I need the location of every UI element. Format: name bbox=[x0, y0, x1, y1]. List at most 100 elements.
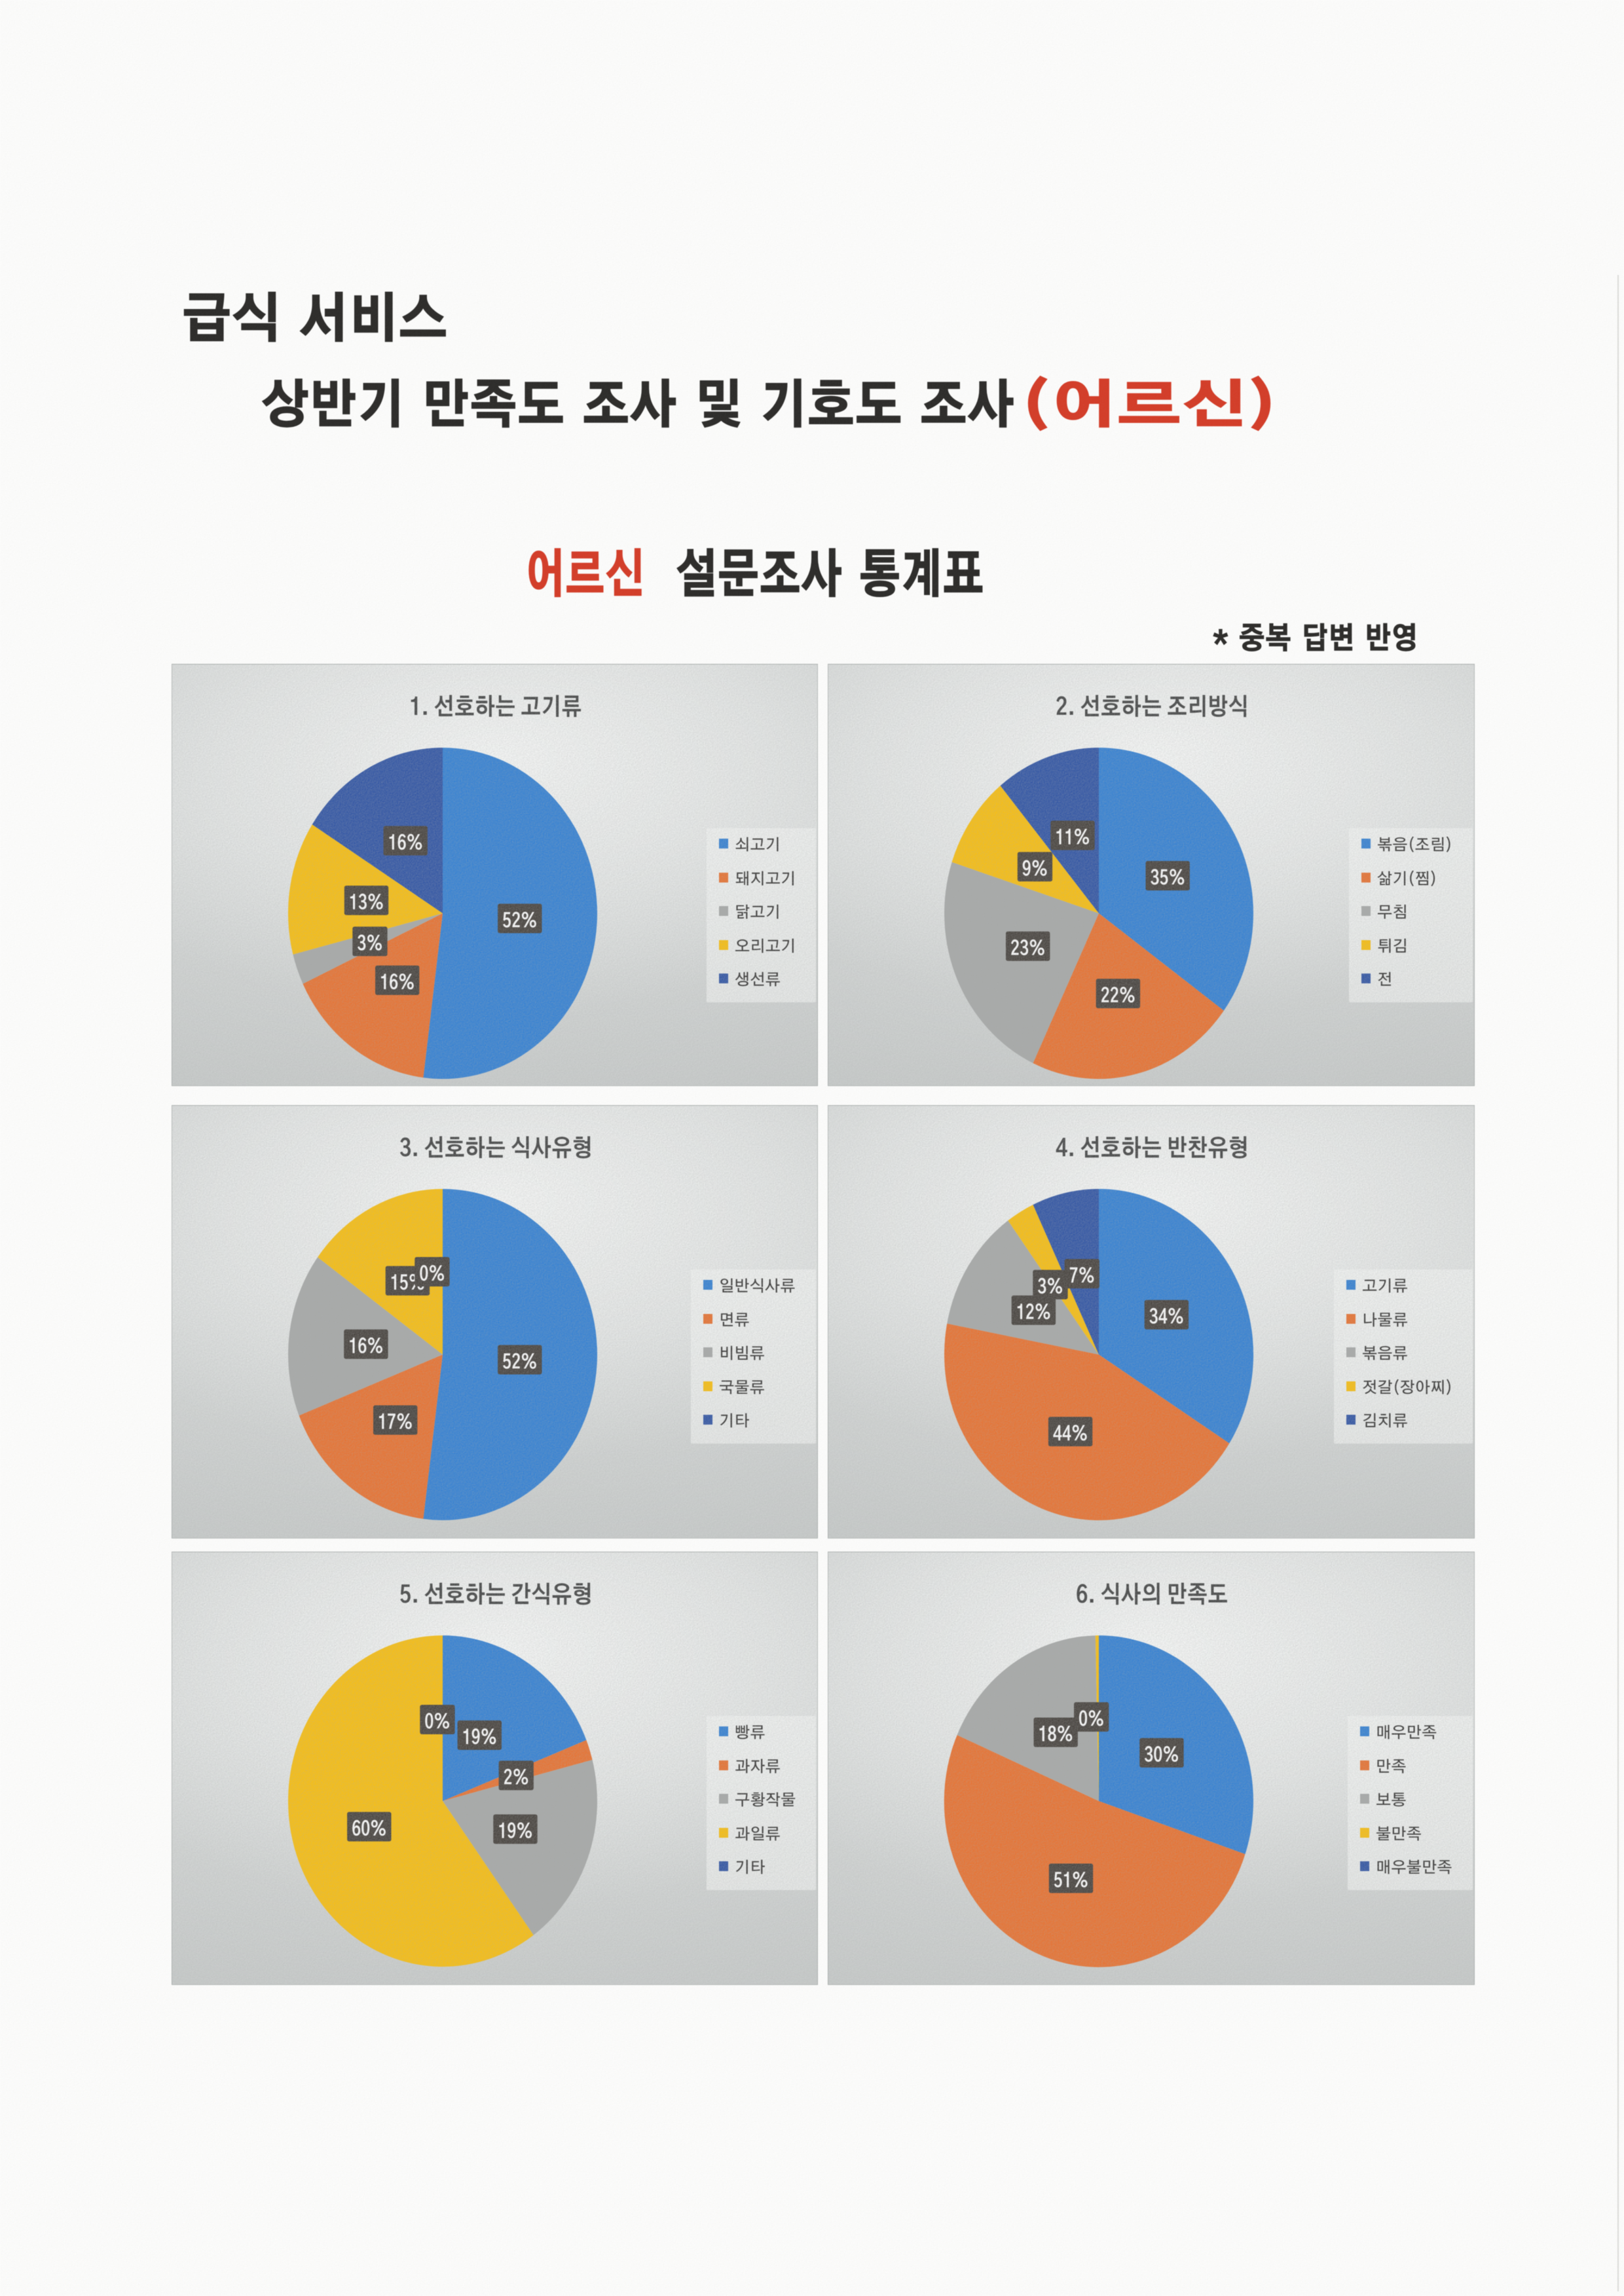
legend-swatch-튀김 bbox=[1361, 939, 1371, 950]
section-heading-highlight bbox=[525, 543, 645, 598]
ktext-svg bbox=[1376, 1793, 1406, 1807]
ktext-svg bbox=[735, 1826, 780, 1840]
pie-label bbox=[420, 1705, 455, 1734]
ktext-svg bbox=[1376, 1826, 1422, 1841]
pie-label bbox=[1145, 861, 1190, 891]
ktext-svg bbox=[1378, 938, 1406, 953]
chart-panel-1 bbox=[172, 664, 818, 1086]
pie-label bbox=[1033, 1269, 1068, 1300]
legend-item-label bbox=[1376, 1722, 1437, 1740]
ktext-svg bbox=[261, 378, 1014, 428]
document-title bbox=[182, 286, 448, 342]
pie-label bbox=[1139, 1738, 1184, 1768]
legend-item-label bbox=[735, 869, 796, 885]
pie-label bbox=[498, 903, 542, 934]
legend-swatch-생선류 bbox=[718, 974, 728, 983]
legend-swatch-매우불만족 bbox=[1360, 1861, 1370, 1871]
document-subtitle bbox=[261, 373, 1015, 428]
document-subtitle-highlight bbox=[1020, 373, 1278, 431]
chart-panel-3 bbox=[172, 1105, 818, 1539]
ktext-svg bbox=[735, 1792, 795, 1807]
legend-swatch-볶음(조림) bbox=[1361, 839, 1371, 848]
ktext-svg bbox=[735, 1859, 765, 1874]
chart-panel-5 bbox=[172, 1552, 818, 1985]
legend-item-label bbox=[735, 1857, 766, 1874]
legend-swatch-기타 bbox=[703, 1415, 713, 1425]
legend-item-label bbox=[1377, 835, 1452, 852]
ktext-svg bbox=[676, 548, 983, 598]
pie-label bbox=[1050, 820, 1095, 850]
legend-item-label bbox=[719, 1411, 750, 1428]
legend-item-label bbox=[1362, 1310, 1408, 1326]
legend-item-label bbox=[1376, 1757, 1407, 1774]
legend-item-label bbox=[735, 1757, 781, 1773]
ktext-svg bbox=[735, 837, 779, 852]
ktext-svg bbox=[1377, 1859, 1452, 1874]
legend-item-label bbox=[1377, 970, 1392, 986]
ktext-svg bbox=[721, 1345, 765, 1360]
legend-swatch-삶기(찜) bbox=[1361, 872, 1371, 883]
ktext-svg bbox=[720, 1278, 795, 1293]
pie-label bbox=[415, 1257, 450, 1286]
legend-swatch-과자류 bbox=[718, 1760, 728, 1770]
legend-swatch-비빔류 bbox=[703, 1347, 713, 1357]
ktext-svg bbox=[1378, 972, 1392, 986]
legend-item-label bbox=[735, 1722, 766, 1740]
ktext-svg bbox=[1377, 1758, 1406, 1774]
legend-item-label bbox=[1376, 1824, 1422, 1841]
pie-label bbox=[383, 826, 428, 856]
pie-label bbox=[352, 926, 388, 957]
ktext-svg bbox=[1363, 1413, 1407, 1428]
legend-item-label bbox=[1376, 1790, 1407, 1807]
legend-item-label bbox=[1377, 936, 1408, 953]
legend-item-label bbox=[1362, 1276, 1408, 1293]
legend-swatch-쇠고기 bbox=[718, 839, 728, 848]
ktext-svg bbox=[1377, 1724, 1437, 1740]
pie-label bbox=[498, 1760, 534, 1791]
ktext-svg bbox=[735, 1724, 765, 1740]
ktext-svg bbox=[1362, 1345, 1407, 1360]
legend-item-label bbox=[1362, 1411, 1408, 1428]
pie-label bbox=[344, 885, 389, 915]
ktext-svg bbox=[528, 548, 642, 598]
pie-label bbox=[1048, 1417, 1093, 1447]
chart-panel-2 bbox=[828, 664, 1475, 1086]
note-duplicate-answers bbox=[1213, 620, 1418, 651]
pie-label bbox=[1096, 979, 1141, 1008]
ktext-svg bbox=[1363, 1379, 1450, 1395]
scan-edge-artifact bbox=[1617, 275, 1619, 2291]
ktext-svg bbox=[735, 1758, 780, 1773]
ktext-svg bbox=[1377, 870, 1435, 886]
pie-label bbox=[498, 1345, 542, 1375]
legend-item-label bbox=[719, 1310, 750, 1326]
pie-label bbox=[1033, 1717, 1078, 1747]
chart-panel-4 bbox=[828, 1105, 1475, 1539]
pie-label bbox=[373, 1405, 418, 1435]
legend-item-label bbox=[1377, 869, 1437, 886]
ktext-svg bbox=[735, 938, 794, 953]
ktext-svg bbox=[720, 1379, 765, 1394]
legend-item-label bbox=[735, 936, 796, 953]
legend-swatch-구황작물 bbox=[718, 1794, 728, 1804]
legend-swatch-무침 bbox=[1361, 906, 1371, 916]
legend-swatch-닭고기 bbox=[718, 906, 728, 916]
ktext-svg bbox=[736, 904, 779, 919]
ktext-svg bbox=[1378, 904, 1406, 919]
legend-swatch-면류 bbox=[703, 1313, 713, 1324]
legend-item-label bbox=[735, 902, 781, 919]
ktext-svg bbox=[1213, 623, 1416, 651]
legend-item-label bbox=[735, 835, 781, 852]
ktext-svg bbox=[720, 1413, 750, 1428]
pie-label bbox=[347, 1812, 392, 1842]
legend-swatch-김치류 bbox=[1346, 1415, 1356, 1425]
pie-label bbox=[1144, 1300, 1189, 1330]
ktext-svg bbox=[1378, 836, 1450, 852]
legend-swatch-불만족 bbox=[1360, 1827, 1370, 1838]
legend-item-label bbox=[719, 1343, 765, 1360]
legend-item-label bbox=[1376, 1857, 1452, 1874]
legend-item-label bbox=[735, 1790, 796, 1807]
legend-swatch-볶음류 bbox=[1346, 1347, 1356, 1357]
pie-label bbox=[344, 1329, 388, 1359]
ktext-svg bbox=[183, 291, 446, 342]
legend-swatch-매우만족 bbox=[1360, 1726, 1370, 1736]
